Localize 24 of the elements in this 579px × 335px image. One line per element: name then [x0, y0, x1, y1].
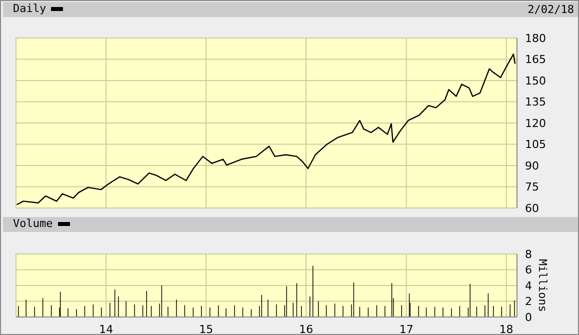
y-axis-title: Millions — [536, 259, 550, 312]
x-tick-label: 16 — [299, 322, 314, 335]
text: 2/02/18 — [528, 3, 574, 16]
y-tick-label: 6 — [525, 264, 532, 277]
legend-label: Daily — [13, 2, 46, 15]
y-tick-label: 8 — [525, 248, 532, 261]
y-tick-label: 0 — [525, 310, 532, 324]
y-tick-label: 60 — [525, 202, 539, 215]
x-tick-label: 14 — [99, 322, 114, 335]
y-tick-label: 2 — [525, 295, 532, 308]
line-series — [16, 54, 516, 206]
x-tick-label: 15 — [199, 322, 214, 335]
y-tick-label: 150 — [525, 74, 546, 88]
y-tick-label: 120 — [525, 116, 546, 130]
y-tick-label: 135 — [525, 96, 546, 109]
x-tick-label: 18 — [499, 322, 514, 335]
x-tick-label: 17 — [399, 322, 414, 335]
y-tick-label: 180 — [525, 32, 546, 45]
y-tick-label: 165 — [525, 53, 546, 66]
y-tick-label: 105 — [525, 138, 546, 152]
legend-label: Volume — [13, 217, 53, 230]
y-tick-label: 75 — [525, 180, 539, 194]
y-tick-label: 90 — [525, 159, 539, 172]
y-tick-label: 4 — [525, 279, 532, 292]
